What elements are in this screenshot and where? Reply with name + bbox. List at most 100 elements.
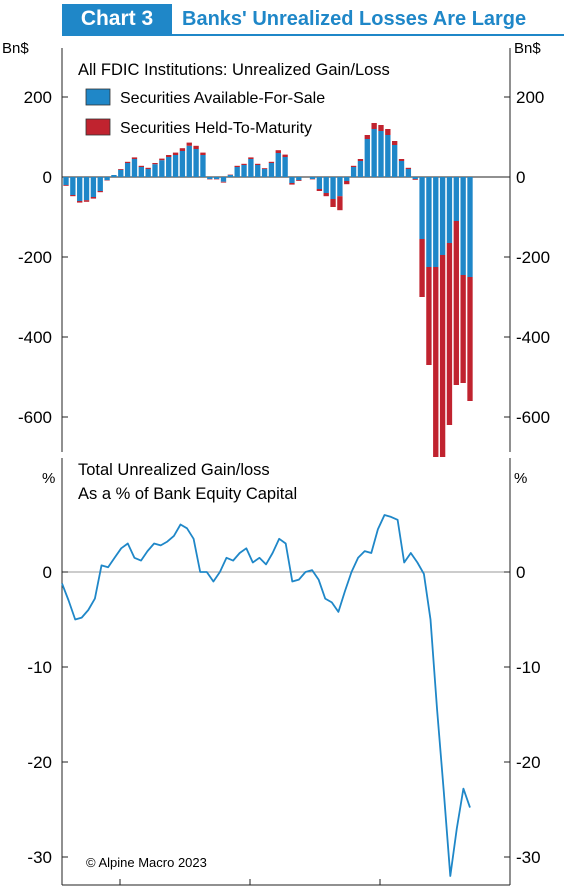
bottom-tick-label-left: -20	[27, 753, 52, 772]
bottom-unit-right: %	[514, 470, 527, 487]
bar-htm	[70, 195, 76, 197]
bar-htm	[275, 150, 281, 153]
bar-afs	[159, 160, 165, 177]
bar-afs	[364, 139, 370, 177]
bar-afs	[131, 159, 138, 177]
bar-htm	[152, 163, 158, 165]
bar-afs	[166, 157, 172, 177]
bottom-panel-subtitle: As a % of Bank Equity Capital	[78, 485, 297, 503]
bar-htm	[364, 135, 370, 139]
bar-afs	[124, 163, 131, 177]
legend-swatch-htm	[85, 118, 111, 136]
bar-htm	[241, 163, 247, 165]
bar-afs	[412, 177, 418, 179]
top-tick-label-left: -600	[18, 408, 52, 427]
bar-htm	[138, 165, 144, 167]
bar-afs	[289, 177, 295, 183]
bar-htm	[392, 141, 398, 145]
bar-afs	[207, 177, 213, 179]
bar-afs	[248, 159, 254, 177]
bottom-tick-label-left: -30	[27, 848, 52, 867]
bar-htm	[261, 168, 268, 169]
bar-afs	[77, 177, 83, 201]
bar-htm	[460, 275, 466, 383]
bar-htm	[186, 142, 192, 146]
bar-afs	[145, 169, 151, 177]
bar-afs	[419, 177, 425, 239]
bar-htm	[453, 221, 459, 385]
bar-htm	[193, 145, 199, 149]
bar-htm	[166, 155, 172, 157]
bar-htm	[282, 154, 288, 157]
bar-afs	[467, 177, 473, 277]
top-tick-label-left: 200	[24, 88, 52, 107]
bar-afs	[460, 177, 466, 275]
legend: Securities Available-For-Sale Securities…	[85, 88, 325, 137]
bar-afs	[371, 129, 377, 177]
bar-afs	[426, 177, 432, 267]
bar-afs	[193, 149, 199, 177]
source-note: © Alpine Macro 2023	[86, 855, 207, 870]
bottom-tick-label-right: -30	[516, 848, 541, 867]
bar-htm	[433, 267, 439, 457]
legend-label-htm: Securities Held-To-Maturity	[120, 120, 312, 137]
bar-afs	[385, 135, 391, 177]
bar-afs	[309, 177, 316, 179]
bar-afs	[70, 177, 76, 195]
bar-afs	[213, 177, 220, 179]
bar-htm	[350, 165, 357, 167]
bar-htm	[83, 200, 90, 202]
top-tick-label-left: -400	[18, 328, 52, 347]
bar-htm	[172, 152, 179, 155]
bar-afs	[275, 153, 281, 177]
bar-htm	[63, 185, 69, 186]
bar-htm	[446, 243, 453, 425]
bar-afs	[282, 157, 288, 177]
top-tick-label-right: -400	[516, 328, 550, 347]
bar-afs	[200, 155, 206, 177]
bar-afs	[97, 177, 103, 191]
bottom-tick-label-right: -20	[516, 753, 541, 772]
bar-htm	[268, 161, 275, 163]
chart-headline: Banks' Unrealized Losses Are Large	[182, 8, 527, 30]
bar-htm	[371, 123, 377, 129]
top-tick-label-right: 0	[516, 168, 525, 187]
bar-afs	[268, 163, 275, 177]
bar-afs	[186, 145, 192, 177]
bar-htm	[316, 189, 323, 191]
bar-htm	[337, 196, 343, 211]
top-tick-label-left: -200	[18, 248, 52, 267]
bar-afs	[241, 165, 247, 177]
bar-htm	[179, 148, 186, 151]
bar-htm	[289, 183, 295, 185]
bar-htm	[378, 125, 384, 131]
bar-afs	[405, 169, 412, 177]
bar-afs	[261, 169, 268, 177]
bar-afs	[172, 155, 179, 177]
bar-htm	[405, 167, 412, 169]
bar-afs	[392, 145, 398, 177]
header-rule	[62, 34, 564, 36]
bottom-panel-title: Total Unrealized Gain/loss	[78, 461, 270, 479]
top-panel: Bn$ Bn$ All FDIC Institutions: Unrealize…	[2, 40, 550, 457]
chart-header: Chart 3 Banks' Unrealized Losses Are Lar…	[0, 0, 564, 36]
bar-afs	[83, 177, 90, 201]
bar-afs	[104, 177, 110, 181]
bottom-panel: % % Total Unrealized Gain/loss As a % of…	[27, 458, 541, 886]
bar-afs	[227, 175, 234, 177]
bar-afs	[152, 164, 158, 177]
bottom-tick-label-left: -10	[27, 658, 52, 677]
bar-htm	[398, 159, 405, 161]
bar-htm	[412, 179, 418, 180]
bar-htm	[118, 169, 124, 170]
bar-htm	[248, 157, 254, 159]
bar-afs	[316, 177, 323, 189]
bar-htm	[131, 157, 138, 159]
bar-afs	[63, 177, 69, 185]
bar-afs	[350, 167, 357, 177]
bar-htm	[467, 277, 473, 401]
bar-htm	[344, 181, 350, 185]
bar-htm	[357, 159, 364, 161]
series-line-unrealized-pct	[61, 514, 471, 877]
bottom-tick-label-left: 0	[43, 563, 52, 582]
